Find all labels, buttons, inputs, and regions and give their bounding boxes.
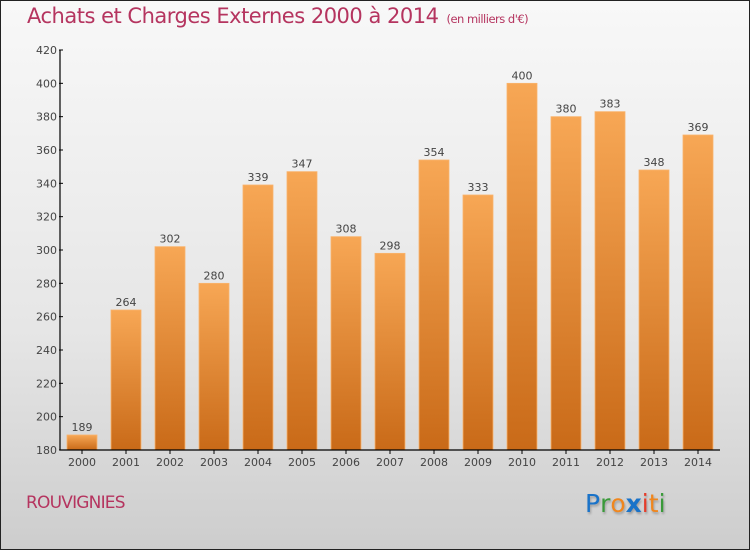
y-tick-label-200: 200 (36, 411, 57, 424)
logo-letter: r (600, 489, 611, 518)
logo-letter: P (585, 489, 601, 518)
chart-title-text: Achats et Charges Externes 2000 à 2014 (27, 4, 439, 28)
logo-letter: i (658, 489, 666, 518)
bar-2014 (682, 134, 714, 451)
y-tick-label-380: 380 (36, 111, 57, 124)
city-name: ROUVIGNIES (26, 493, 126, 513)
y-tick-label-220: 220 (36, 377, 57, 390)
data-label-2011: 380 (556, 103, 577, 116)
data-label-2014: 369 (688, 121, 709, 134)
x-tick-label-2005: 2005 (288, 456, 316, 469)
data-label-2004: 339 (248, 171, 269, 184)
data-label-2008: 354 (424, 146, 445, 159)
data-label-2000: 189 (72, 421, 93, 434)
data-label-2003: 280 (204, 269, 225, 282)
data-label-2010: 400 (512, 69, 533, 82)
data-label-2002: 302 (160, 233, 181, 246)
axes-group: 2000 2001 2002 2003 2004 2005 2006 2007 2008 2009… (36, 44, 720, 469)
x-tick-label-2006: 2006 (332, 456, 360, 469)
logo-letter: o (610, 489, 626, 518)
x-tick-label-2010: 2010 (508, 456, 536, 469)
y-tick-label-300: 300 (36, 244, 57, 257)
bar-2005 (286, 171, 318, 451)
bar-2001 (110, 309, 142, 451)
logo-letter: i (641, 489, 649, 518)
bar-2000 (66, 434, 98, 451)
y-tick-label-180: 180 (36, 444, 57, 457)
bar-2009 (462, 194, 494, 451)
data-label-2007: 298 (380, 239, 401, 252)
x-tick-label-2012: 2012 (596, 456, 624, 469)
bar-2006 (330, 236, 362, 451)
y-tick-label-360: 360 (36, 144, 57, 157)
y-tick-label-420: 420 (36, 44, 57, 57)
x-tick-label-2004: 2004 (244, 456, 272, 469)
data-label-2001: 264 (116, 296, 137, 309)
data-label-2013: 348 (644, 156, 665, 169)
bar-2011 (550, 116, 582, 451)
bar-2010 (506, 82, 538, 451)
x-tick-label-2001: 2001 (112, 456, 140, 469)
bar-2013 (638, 169, 670, 451)
y-tick-label-340: 340 (36, 177, 57, 190)
bar-2003 (198, 282, 230, 451)
chart-title: Achats et Charges Externes 2000 à 2014 (e… (27, 4, 529, 28)
proxiti-logo[interactable]: Proxiti (585, 489, 666, 518)
data-label-2009: 333 (468, 181, 489, 194)
chart-subtitle: (en milliers d'€) (446, 12, 529, 26)
x-tick-label-2011: 2011 (552, 456, 580, 469)
y-tick-label-240: 240 (36, 344, 57, 357)
x-tick-label-2009: 2009 (464, 456, 492, 469)
logo-letter: x (625, 489, 642, 518)
x-tick-label-2002: 2002 (156, 456, 184, 469)
bar-2012 (594, 111, 626, 451)
x-tick-label-2013: 2013 (640, 456, 668, 469)
x-tick-label-2007: 2007 (376, 456, 404, 469)
y-tick-label-320: 320 (36, 211, 57, 224)
y-tick-label-280: 280 (36, 277, 57, 290)
x-tick-label-2003: 2003 (200, 456, 228, 469)
logo-letter: t (648, 489, 659, 518)
bar-2008 (418, 159, 450, 451)
data-label-2012: 383 (600, 98, 621, 111)
x-tick-label-2008: 2008 (420, 456, 448, 469)
x-tick-label-2014: 2014 (684, 456, 712, 469)
data-label-2006: 308 (336, 223, 357, 236)
y-tick-label-400: 400 (36, 77, 57, 90)
y-tick-label-260: 260 (36, 311, 57, 324)
x-tick-label-2000: 2000 (68, 456, 96, 469)
data-label-2005: 347 (292, 158, 313, 171)
bar-2007 (374, 252, 406, 451)
bar-2004 (242, 184, 274, 451)
bar-2002 (154, 246, 186, 451)
bars-group: 189 264 302 280 339 347 308 298 354 333 400 380 383 3… (66, 69, 714, 451)
